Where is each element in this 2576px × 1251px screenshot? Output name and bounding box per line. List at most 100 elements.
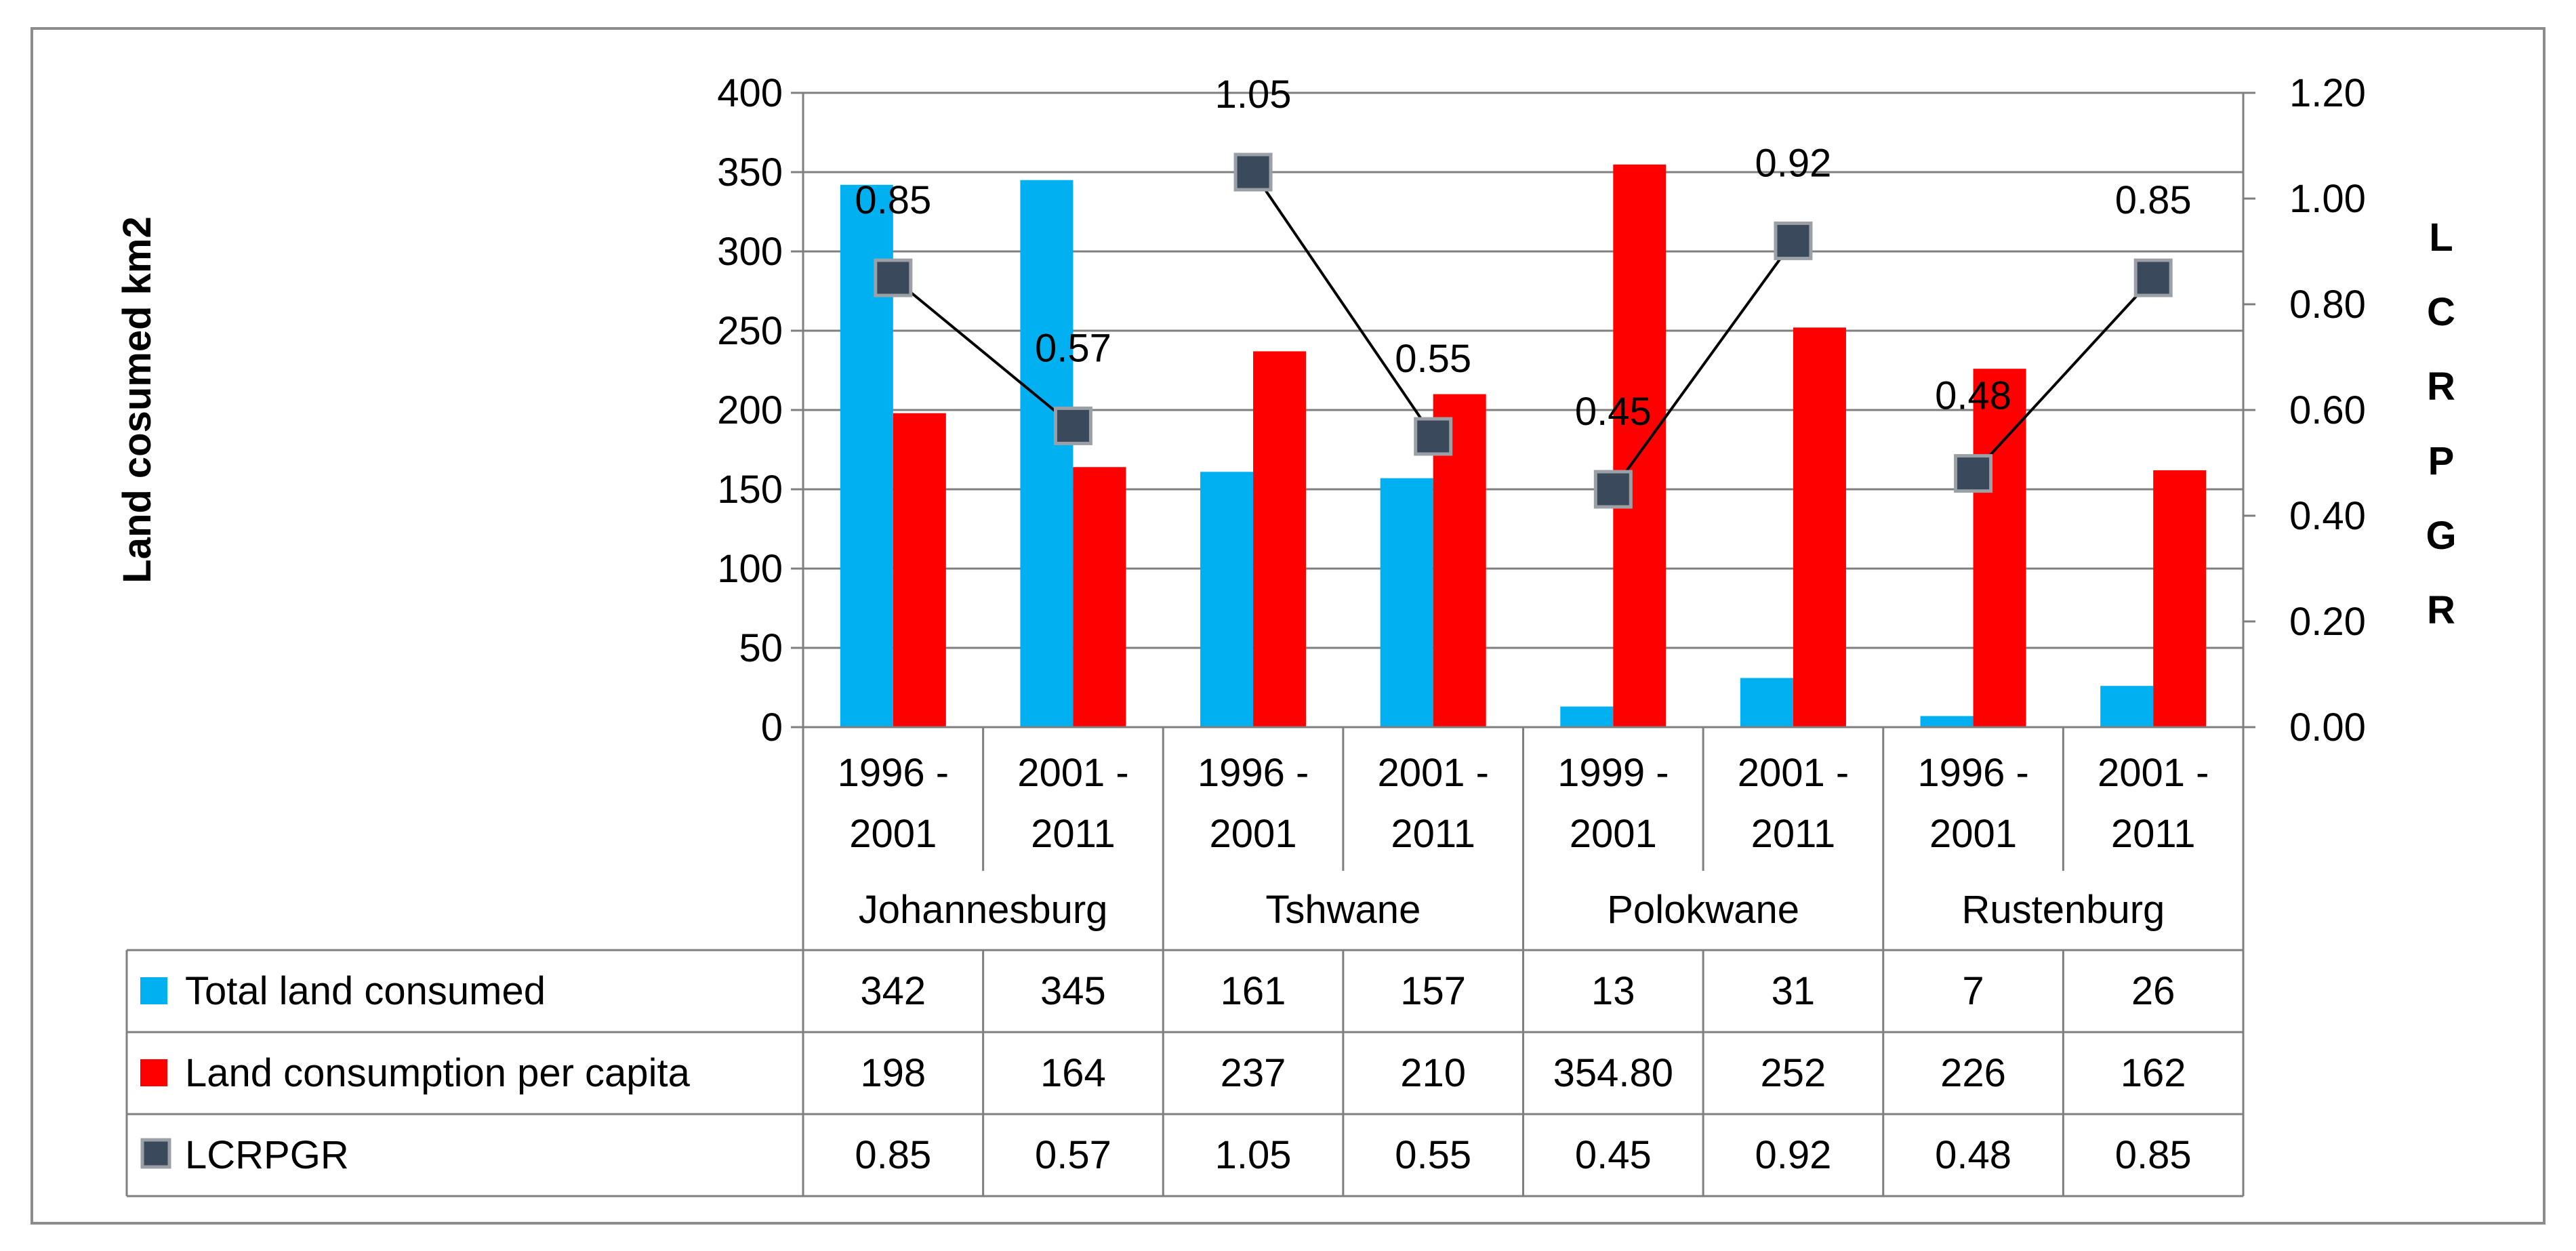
category-period-line2: 2011 [1391,812,1475,856]
legend-key-lcrpgr [140,1138,171,1169]
table-cell: 342 [860,969,926,1013]
y2-axis-title-letter: R [2427,365,2455,409]
y2-tick-label: 0.60 [2289,388,2366,432]
category-period-line2: 2001 [849,812,937,856]
bar-total-land-consumed [2100,686,2154,727]
series-markers [874,152,2173,509]
y-tick-label: 350 [717,150,783,194]
lcrpgr-data-label: 0.85 [2115,178,2192,222]
bar-total-land-consumed [1920,716,1974,727]
legend-key-total-land-consumed [140,977,167,1004]
lcrpgr-connector [892,276,1074,427]
lcrpgr-data-label: 0.57 [1035,326,1111,370]
category-period-line1: 2001 - [1377,751,1488,795]
lcrpgr-marker [2133,258,2173,298]
legend-key-land-consumption-per-capita [140,1059,167,1086]
table-cell: 0.57 [1035,1133,1111,1177]
lcrpgr-marker [1954,454,1993,493]
bar-total-land-consumed [1380,478,1433,727]
y-tick-label: 250 [717,309,783,353]
y2-axis-title-letter: C [2427,290,2455,334]
lcrpgr-marker [1593,470,1633,509]
bars [840,164,2207,728]
y2-axis-title-letter: G [2426,514,2456,558]
table-cell: 164 [1040,1051,1106,1095]
table-cell: 31 [1772,969,1816,1013]
table-cell: 354.80 [1553,1051,1673,1095]
category-period-line2: 2001 [1210,812,1297,856]
category-period-line1: 2001 - [2098,751,2209,795]
category-period-line2: 2001 [1570,812,1657,856]
series-lines [892,171,2154,491]
y-axis-title: Land cosumed km2 [115,216,159,583]
table-series-name: Total land consumed [185,969,546,1013]
bar-land-consumption-per-capita [1073,467,1126,727]
y-tick-label: 200 [717,388,783,432]
category-period-line1: 2001 - [1738,751,1849,795]
y-tick-label: 0 [761,705,783,750]
y2-tick-label: 0.80 [2289,283,2366,327]
table-cell: 13 [1591,969,1635,1013]
bar-land-consumption-per-capita [1793,327,1846,727]
table-cell: 7 [1962,969,1984,1013]
lcrpgr-marker [1053,406,1092,445]
table-cell: 0.48 [1935,1133,2011,1177]
lcrpgr-marker [1414,417,1453,456]
lcrpgr-data-label: 0.45 [1575,390,1652,434]
table-cell: 162 [2121,1051,2186,1095]
category-group-label: Johannesburg [859,888,1108,932]
bar-land-consumption-per-capita [2153,470,2207,727]
bar-total-land-consumed [1020,180,1074,727]
table-cell: 237 [1221,1051,1286,1095]
bar-total-land-consumed [1560,706,1614,727]
lcrpgr-connector [1972,276,2154,474]
table-cell: 198 [860,1051,926,1095]
data-labels: 0.85 0.57 1.05 0.55 0.45 0.92 0.48 0.85 [855,73,2191,434]
table-cell: 157 [1400,969,1466,1013]
table-cell: 26 [2131,969,2175,1013]
category-group-label: Rustenburg [1961,888,2165,932]
y2-tick-label: 1.00 [2289,177,2366,221]
category-period-line1: 2001 - [1017,751,1128,795]
category-period-line1: 1996 - [1917,751,2028,795]
bar-land-consumption-per-capita [1973,369,2026,727]
table-cell: 0.55 [1395,1133,1471,1177]
table-cell: 252 [1761,1051,1826,1095]
lcrpgr-data-label: 0.55 [1395,337,1471,381]
y2-tick-label: 1.20 [2289,71,2366,115]
lcrpgr-data-label: 1.05 [1215,73,1292,117]
category-period-line1: 1999 - [1557,751,1669,795]
lcrpgr-data-label: 0.48 [1935,374,2011,418]
y-tick-label: 50 [739,626,783,670]
axes: 0 50 100 150 200 250 300 350 400 0.00 0.20 0.40 0.60… [717,71,2366,750]
y2-tick-label: 0.20 [2289,600,2366,644]
lcrpgr-marker [1233,152,1273,192]
table-cell: 0.85 [2115,1133,2192,1177]
bar-land-consumption-per-capita [1253,351,1307,727]
table-cell: 210 [1400,1051,1466,1095]
table-cell: 0.85 [855,1133,931,1177]
category-period-line2: 2011 [1751,812,1836,856]
lcrpgr-marker [1774,221,1813,260]
table-cell: 0.92 [1755,1133,1831,1177]
table-cell: 0.45 [1575,1133,1652,1177]
bar-total-land-consumed [1740,678,1793,727]
table-cell: 226 [1940,1051,2006,1095]
y2-axis-title-letter: L [2429,216,2453,260]
category-period-line1: 1996 - [838,751,949,795]
y-tick-label: 100 [717,547,783,591]
category-period-line2: 2001 [1929,812,2017,856]
bar-land-consumption-per-capita [1613,164,1667,727]
table-series-name: Land consumption per capita [185,1051,691,1095]
category-group-label: Polokwane [1607,888,1799,932]
y2-axis-title-letter: R [2427,588,2455,632]
table-cell: 161 [1221,969,1286,1013]
category-group-label: Tshwane [1265,888,1420,932]
table-cell: 345 [1040,969,1106,1013]
y2-tick-label: 0.40 [2289,494,2366,538]
category-period-line2: 2011 [2111,812,2196,856]
lcrpgr-data-label: 0.92 [1755,141,1831,185]
table-cell: 1.05 [1215,1133,1292,1177]
data-table: 1996 - 2001 2001 - 2011 1996 - 2001 2001 - 2011… [125,727,2245,1197]
y-tick-label: 150 [717,468,783,512]
